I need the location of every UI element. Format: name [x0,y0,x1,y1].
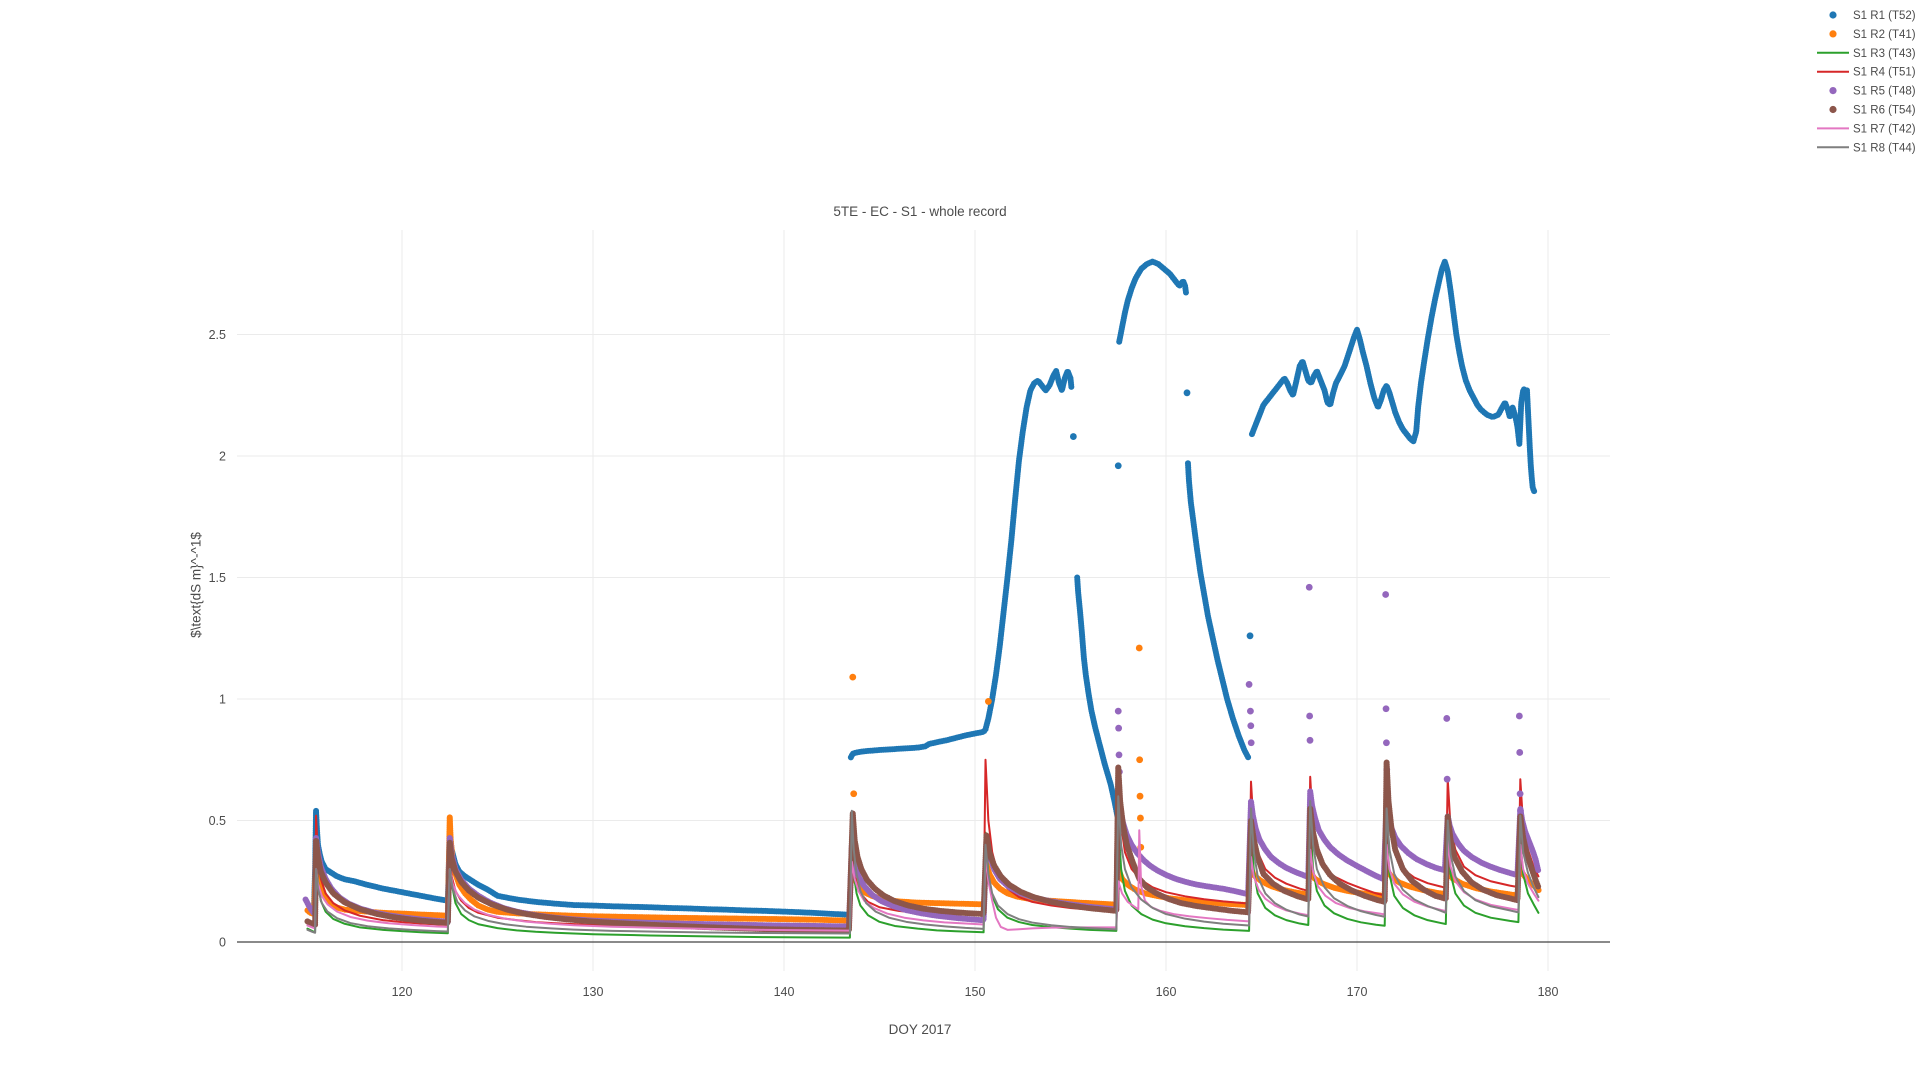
data-point [1114,462,1122,470]
series-s1-r7-t42 [306,829,1540,932]
data-point [1515,712,1523,720]
y-tick-label: 0 [219,936,226,950]
data-point [1516,790,1524,798]
legend-item-s1-r1-t52[interactable]: S1 R1 (T52) [1829,10,1916,22]
legend-label: S1 R4 (T51) [1853,67,1916,79]
tick-labels: 120 130 140 150 160 170 180 0 0.5 1 1.5 2 2.5 [209,328,1559,999]
data-point [1245,754,1252,761]
y-tick-label: 2 [219,450,226,464]
legend-item-s1-r3-t43[interactable]: S1 R3 (T43) [1817,48,1916,60]
data-point [1382,705,1390,713]
x-tick-label: 140 [774,985,795,999]
x-tick-label: 120 [392,985,413,999]
legend-label: S1 R8 (T44) [1853,142,1916,154]
legend-label: S1 R1 (T52) [1853,10,1916,22]
data-point [1382,591,1390,598]
data-point [1535,867,1542,874]
data-point [1247,739,1255,747]
data-point [1443,775,1451,783]
data-point [1535,883,1542,890]
series-s1-r8-t44 [306,795,1540,935]
data-point [1305,583,1313,591]
x-tick-label: 160 [1156,985,1177,999]
data-point [1136,792,1144,800]
data-point [1246,632,1254,640]
legend-item-s1-r7-t42[interactable]: S1 R7 (T42) [1817,123,1916,135]
data-point [849,673,857,681]
x-tick-label: 170 [1347,985,1368,999]
data-point [1183,389,1191,397]
data-point [1306,736,1314,744]
legend-label: S1 R3 (T43) [1853,48,1916,60]
y-axis-title: $\text{dS m}^-^1$ [188,532,204,638]
data-point [1247,707,1254,715]
data-line [306,819,1540,939]
data-point [1247,722,1255,730]
y-tick-label: 2.5 [209,328,226,342]
data-point [1069,433,1077,440]
data-point [1182,289,1189,296]
legend-marker-icon [1829,105,1837,114]
legend-item-s1-r5-t48[interactable]: S1 R5 (T48) [1829,86,1916,98]
legend-label: S1 R6 (T54) [1853,105,1916,117]
x-tick-label: 130 [583,985,604,999]
x-tick-label: 180 [1538,985,1559,999]
data-point [1383,739,1390,747]
chart-title: 5TE - EC - S1 - whole record [833,204,1007,219]
data-point [1531,488,1538,495]
legend-marker-icon [1829,30,1837,38]
y-tick-label: 0.5 [209,814,226,828]
legend-item-s1-r2-t41[interactable]: S1 R2 (T41) [1829,29,1916,41]
legend-item-s1-r4-t51[interactable]: S1 R4 (T51) [1817,67,1916,79]
legend-item-s1-r8-t44[interactable]: S1 R8 (T44) [1817,142,1916,154]
data-point [1114,707,1122,715]
legend-marker-icon [1829,11,1837,19]
gridlines [237,230,1610,971]
plot-area[interactable] [237,230,1610,971]
data-line [306,795,1540,935]
data-point [1068,383,1075,390]
y-tick-label: 1 [219,693,226,707]
series-s1-r3-t43 [306,819,1540,939]
data-point [1137,814,1144,822]
data-point [1115,724,1123,732]
legend-label: S1 R2 (T41) [1853,29,1916,41]
data-point [1245,681,1253,688]
data-point [1136,756,1144,764]
data-point [1306,712,1314,720]
data-point [1517,807,1524,815]
data-point [984,698,992,705]
data-point [1443,715,1451,722]
data-point [1135,644,1143,652]
data-point [1516,749,1524,756]
data-point [850,790,858,798]
legend-label: S1 R5 (T48) [1853,86,1916,98]
x-axis-title: DOY 2017 [888,1022,952,1037]
data-point [1115,751,1123,759]
legend-item-s1-r6-t54[interactable]: S1 R6 (T54) [1829,105,1916,117]
legend-label: S1 R7 (T42) [1853,123,1916,135]
x-tick-label: 150 [965,985,986,999]
legend-marker-icon [1829,87,1837,95]
data-line [306,829,1540,932]
legend: S1 R1 (T52) S1 R2 (T41) S1 R3 (T43) S1 R4 (… [1817,10,1916,154]
y-tick-label: 1.5 [209,571,226,585]
